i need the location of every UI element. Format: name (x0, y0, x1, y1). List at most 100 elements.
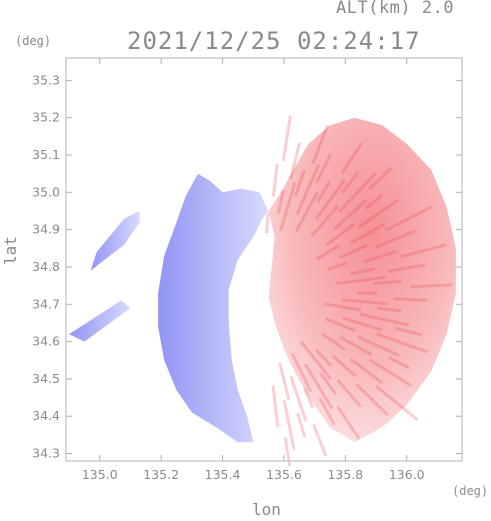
y-axis-ticks: 34.3 34.4 34.5 34.6 34.7 34.8 34.9 35.0 35.1 35.2… (32, 72, 462, 461)
streak (377, 306, 402, 313)
streak (349, 357, 384, 385)
x-tick-label: 135.8 (327, 467, 363, 482)
streak (374, 229, 416, 249)
streak (326, 261, 348, 272)
region-approaching-west-strip (69, 300, 131, 342)
streak (281, 115, 292, 161)
x-axis-label: lon (252, 500, 281, 519)
streak (315, 153, 333, 184)
streak (318, 397, 336, 426)
plot-frame (65, 57, 463, 462)
streak (336, 379, 362, 408)
altitude-label: ALT(km) 2.0 (336, 0, 455, 18)
streak (321, 333, 346, 351)
y-tick-label: 34.3 (32, 446, 60, 461)
x-tick-label: 135.0 (82, 467, 118, 482)
streak (342, 316, 383, 332)
y-tick-label: 34.9 (32, 222, 60, 237)
x-tick-label: 136.0 (389, 467, 425, 482)
streak (368, 166, 393, 191)
streak (368, 358, 412, 387)
timestamp: 2021/12/25 02:24:17 (127, 27, 421, 55)
streak (363, 250, 397, 264)
y-tick-label: 35.2 (32, 110, 60, 125)
streak (350, 267, 376, 276)
streak (296, 412, 307, 438)
streak (341, 298, 388, 306)
x-axis-unit: (deg) (452, 484, 489, 498)
streak (400, 243, 447, 259)
streak (375, 385, 419, 421)
y-tick-label: 35.1 (32, 147, 60, 162)
streak (272, 163, 279, 197)
x-axis-ticks: 135.0 135.2 135.4 135.6 135.8 136.0 (82, 58, 425, 482)
streak (314, 348, 333, 367)
streak (333, 198, 368, 231)
streak (358, 198, 400, 229)
y-tick-label: 34.6 (32, 334, 60, 349)
streak (316, 244, 340, 261)
x-tick-label: 135.2 (143, 467, 179, 482)
streak (387, 263, 426, 273)
streak (335, 275, 387, 286)
streak (372, 279, 403, 286)
streak (359, 312, 410, 327)
streak (357, 335, 400, 357)
streak (394, 297, 428, 302)
streak (310, 205, 339, 238)
streak (324, 317, 356, 333)
y-tick-label: 34.8 (32, 259, 60, 274)
streak (265, 213, 270, 234)
streak (271, 385, 280, 428)
streak (314, 178, 346, 221)
y-axis-unit: (deg) (15, 34, 52, 48)
streak (340, 170, 360, 194)
region-receding-east (268, 117, 456, 443)
streak (277, 189, 285, 215)
y-tick-label: 34.5 (32, 371, 60, 386)
streak (289, 142, 302, 179)
streak (364, 193, 384, 211)
region-approaching-west (158, 173, 269, 443)
x-tick-label: 135.4 (205, 467, 241, 482)
streak (294, 191, 319, 233)
streak (295, 164, 321, 215)
streak (349, 222, 386, 245)
streak (325, 222, 356, 247)
y-tick-label: 34.4 (32, 408, 60, 423)
streak (316, 180, 331, 203)
y-tick-label: 35.3 (32, 72, 60, 87)
streak (339, 335, 373, 356)
streak (410, 283, 453, 289)
streak (278, 362, 291, 401)
streak (302, 387, 315, 409)
streak (319, 372, 338, 396)
x-tick-label: 135.6 (266, 467, 302, 482)
streak (290, 352, 313, 393)
streak (304, 363, 334, 410)
streak (324, 302, 362, 312)
velocity-regions (69, 117, 456, 443)
streak (293, 169, 306, 197)
streak (388, 356, 411, 370)
y-tick-label: 35.0 (32, 184, 60, 199)
streak (331, 354, 357, 378)
streak (339, 243, 368, 260)
streak (338, 172, 377, 213)
streak (312, 423, 328, 457)
streak (394, 326, 423, 337)
y-tick-label: 34.7 (32, 296, 60, 311)
streak (355, 383, 389, 417)
streak (336, 405, 361, 440)
streak (279, 182, 297, 232)
region-approaching-northwest-band (90, 211, 140, 271)
streak (375, 332, 428, 354)
streak (283, 437, 292, 467)
streak (289, 375, 308, 422)
streak (340, 142, 364, 174)
streak (311, 124, 330, 165)
streak (299, 340, 332, 381)
streak (384, 205, 433, 232)
streak (282, 399, 296, 451)
